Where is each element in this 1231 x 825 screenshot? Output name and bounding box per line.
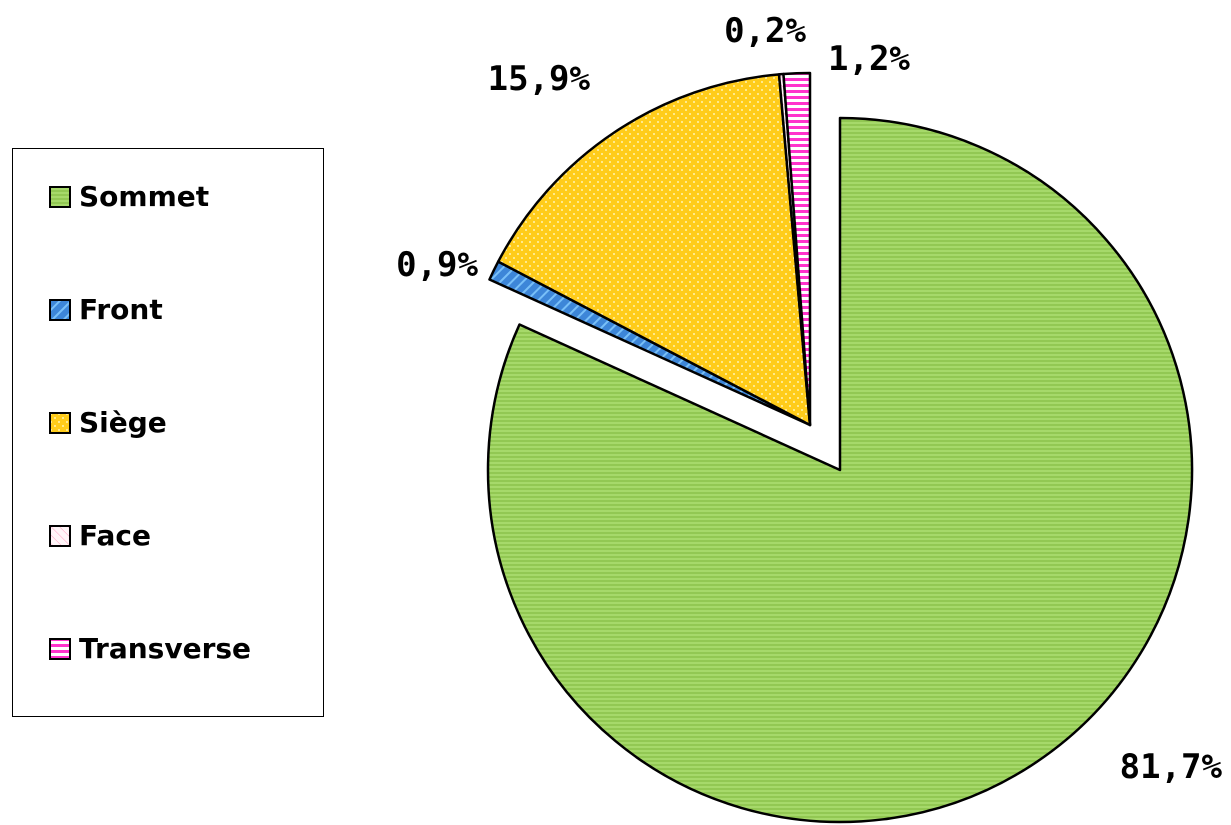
data-label-sommet: 81,7%: [1120, 747, 1223, 787]
chart-legend: Sommet Front Siège Face Transverse: [12, 148, 324, 717]
legend-label-front: Front: [79, 293, 163, 326]
legend-swatch-sommet: [49, 185, 71, 208]
data-label-front: 0,9%: [396, 245, 478, 285]
data-label-sige: 15,9%: [488, 59, 591, 99]
legend-item-front: Front: [49, 293, 163, 326]
data-label-face: 0,2%: [724, 11, 806, 51]
legend-label-transverse: Transverse: [79, 632, 252, 665]
legend-item-siege: Siège: [49, 406, 167, 439]
legend-item-face: Face: [49, 519, 151, 552]
legend-item-transverse: Transverse: [49, 632, 251, 665]
pie-slice-transverse: [782, 71, 812, 427]
legend-swatch-transverse: [49, 637, 71, 660]
legend-item-sommet: Sommet: [49, 180, 209, 213]
legend-label-siege: Siège: [79, 406, 167, 439]
legend-swatch-front: [49, 298, 71, 321]
legend-label-face: Face: [79, 519, 151, 552]
pie-slice-sommet: [486, 116, 1194, 824]
legend-label-sommet: Sommet: [79, 180, 210, 213]
pie-slice-sige: [496, 73, 812, 427]
legend-swatch-face: [49, 524, 71, 547]
legend-swatch-siege: [49, 411, 71, 434]
data-label-transverse: 1,2%: [828, 39, 910, 79]
